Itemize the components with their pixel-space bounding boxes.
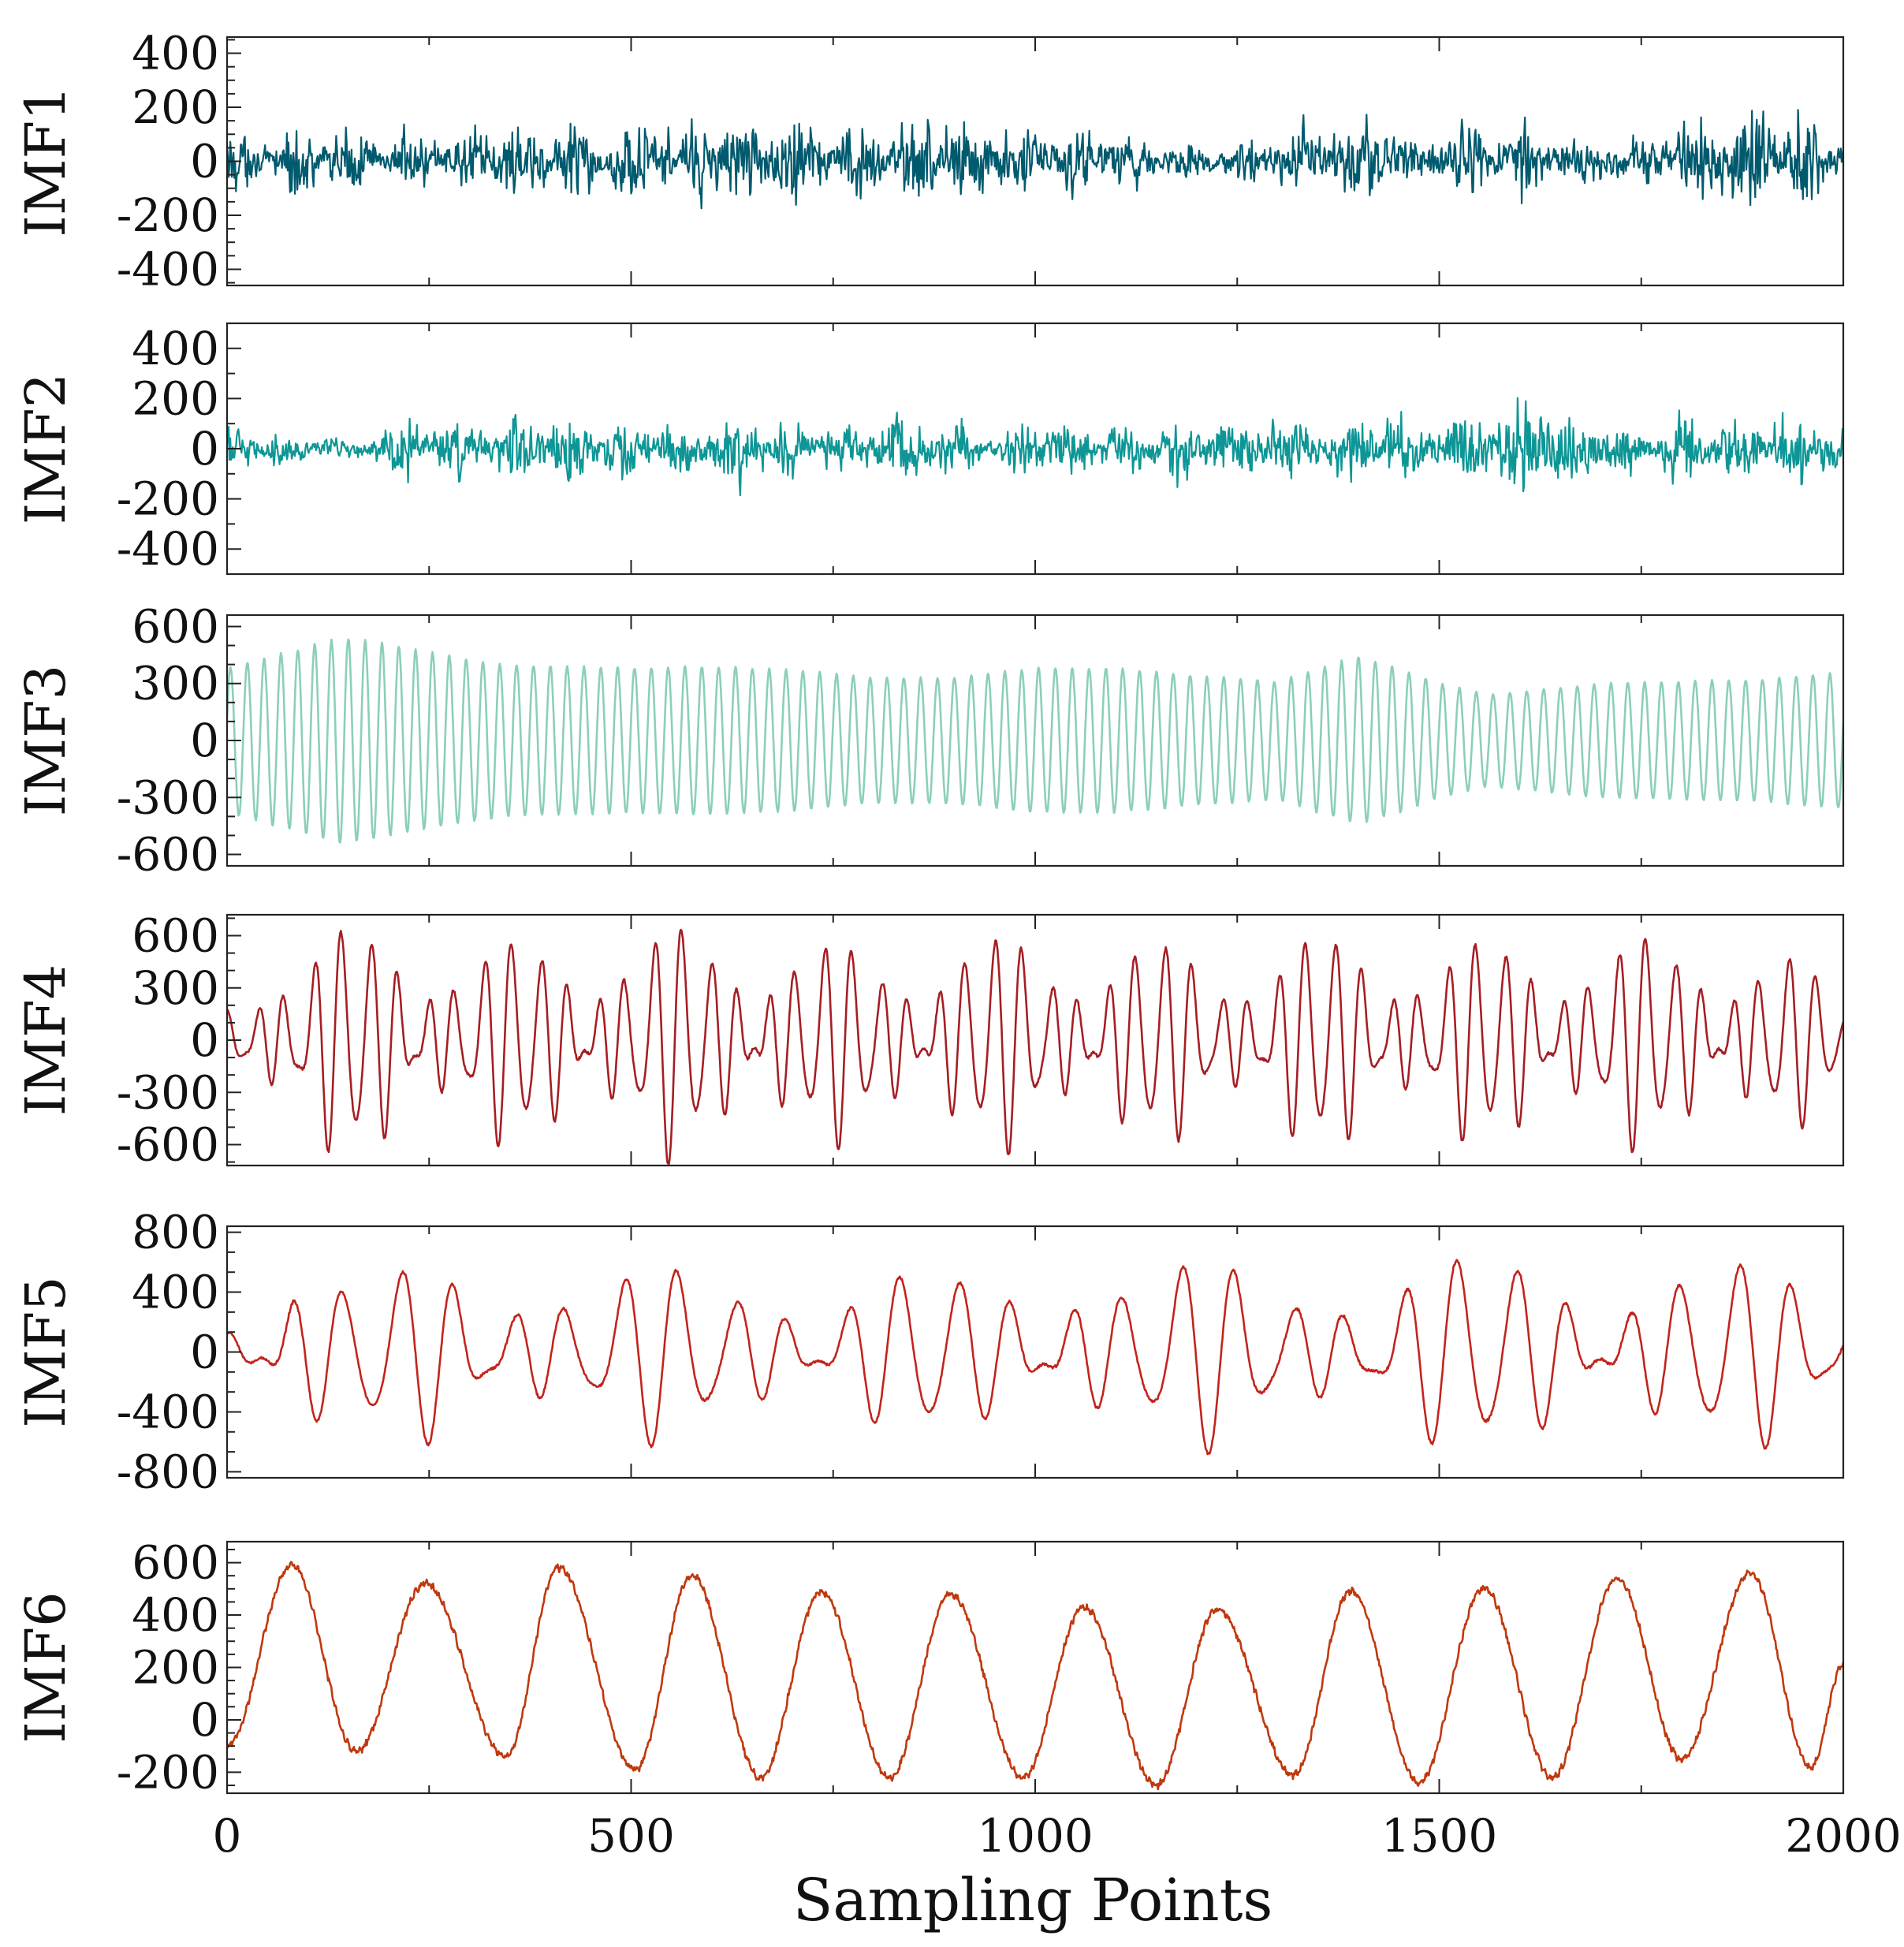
y-tick-label: 0 bbox=[190, 1326, 219, 1379]
y-tick-label: -400 bbox=[117, 522, 219, 576]
y-tick-label: -200 bbox=[117, 1745, 219, 1799]
y-tick-label: 200 bbox=[132, 1641, 219, 1695]
y-tick-label: -600 bbox=[117, 828, 219, 882]
y-tick-label: -400 bbox=[117, 1385, 219, 1438]
y-tick-label: 400 bbox=[132, 27, 219, 80]
y-tick-label: 300 bbox=[132, 657, 219, 711]
x-tick-label: 2000 bbox=[1785, 1809, 1902, 1863]
y-axis-label-imf3: IMF3 bbox=[13, 665, 78, 816]
y-tick-label: 0 bbox=[190, 422, 219, 476]
y-tick-label: 0 bbox=[190, 135, 219, 188]
x-tick-labels: 0 500 1000 1500 2000 bbox=[213, 1809, 1902, 1863]
y-tick-label: 400 bbox=[132, 1266, 219, 1319]
y-tick-label: -200 bbox=[117, 188, 219, 242]
y-tick-label: 600 bbox=[132, 1536, 219, 1590]
y-tick-label: 400 bbox=[132, 1588, 219, 1642]
series-line-imf4 bbox=[227, 928, 1843, 1166]
y-axis-label-imf6: IMF6 bbox=[13, 1591, 78, 1743]
panel-imf5: -800 -400 0 400 800 IMF5 bbox=[13, 1206, 1845, 1498]
y-tick-label: 300 bbox=[132, 961, 219, 1015]
x-tick-label: 0 bbox=[213, 1809, 242, 1863]
y-tick-label: 400 bbox=[132, 322, 219, 375]
x-axis-label: Sampling Points bbox=[793, 1867, 1273, 1934]
y-tick-label: 600 bbox=[132, 909, 219, 963]
y-tick-label: -300 bbox=[117, 770, 219, 824]
y-tick-label: 0 bbox=[190, 1013, 219, 1067]
y-axis-label-imf2: IMF2 bbox=[13, 373, 78, 524]
y-axis-label-imf1: IMF1 bbox=[13, 85, 78, 237]
series-line-imf6 bbox=[227, 1561, 1843, 1791]
y-tick-label: -400 bbox=[117, 242, 219, 296]
y-tick-label: -600 bbox=[117, 1118, 219, 1172]
y-tick-label: 600 bbox=[132, 599, 219, 653]
x-tick-label: 500 bbox=[587, 1809, 675, 1863]
y-tick-label: -300 bbox=[117, 1065, 219, 1119]
series-line-imf3 bbox=[227, 638, 1843, 844]
y-axis-label-imf4: IMF4 bbox=[13, 964, 78, 1116]
y-tick-label: 200 bbox=[132, 371, 219, 425]
y-tick-label: 200 bbox=[132, 80, 219, 134]
series-line-imf1 bbox=[227, 109, 1843, 210]
x-tick-label: 1500 bbox=[1381, 1809, 1498, 1863]
x-tick-label: 1000 bbox=[977, 1809, 1094, 1863]
y-tick-label: -800 bbox=[117, 1445, 219, 1498]
y-tick-label: 0 bbox=[190, 1693, 219, 1747]
series-line-imf5 bbox=[227, 1259, 1843, 1456]
y-tick-label: 800 bbox=[132, 1206, 219, 1259]
y-tick-label: 0 bbox=[190, 714, 219, 767]
y-axis-label-imf5: IMF5 bbox=[13, 1276, 78, 1427]
y-tick-label: -200 bbox=[117, 472, 219, 526]
series-line-imf2 bbox=[227, 397, 1843, 497]
